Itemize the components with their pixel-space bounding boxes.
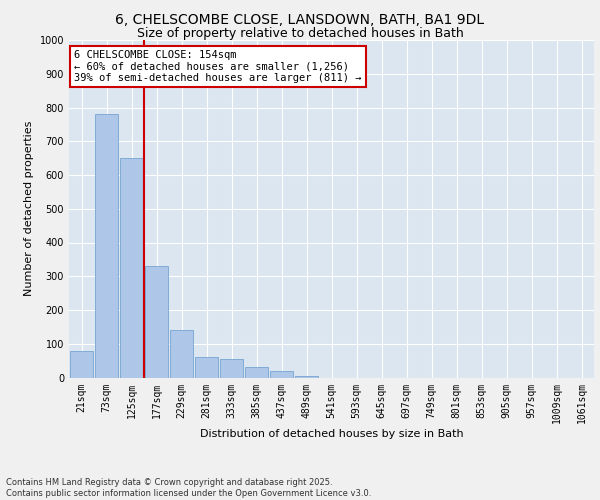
Bar	[170, 330, 193, 378]
Y-axis label: Number of detached properties: Number of detached properties	[24, 121, 34, 296]
Text: Size of property relative to detached houses in Bath: Size of property relative to detached ho…	[137, 28, 463, 40]
Bar	[70, 350, 93, 378]
Bar	[220, 359, 243, 378]
Bar	[195, 357, 218, 378]
Bar	[295, 376, 318, 378]
Bar	[270, 371, 293, 378]
Text: 6, CHELSCOMBE CLOSE, LANSDOWN, BATH, BA1 9DL: 6, CHELSCOMBE CLOSE, LANSDOWN, BATH, BA1…	[115, 12, 485, 26]
Bar	[120, 158, 143, 378]
Bar	[95, 114, 118, 378]
Bar	[145, 266, 168, 378]
X-axis label: Distribution of detached houses by size in Bath: Distribution of detached houses by size …	[200, 429, 463, 439]
Bar	[245, 368, 268, 378]
Text: 6 CHELSCOMBE CLOSE: 154sqm
← 60% of detached houses are smaller (1,256)
39% of s: 6 CHELSCOMBE CLOSE: 154sqm ← 60% of deta…	[74, 50, 362, 84]
Text: Contains HM Land Registry data © Crown copyright and database right 2025.
Contai: Contains HM Land Registry data © Crown c…	[6, 478, 371, 498]
